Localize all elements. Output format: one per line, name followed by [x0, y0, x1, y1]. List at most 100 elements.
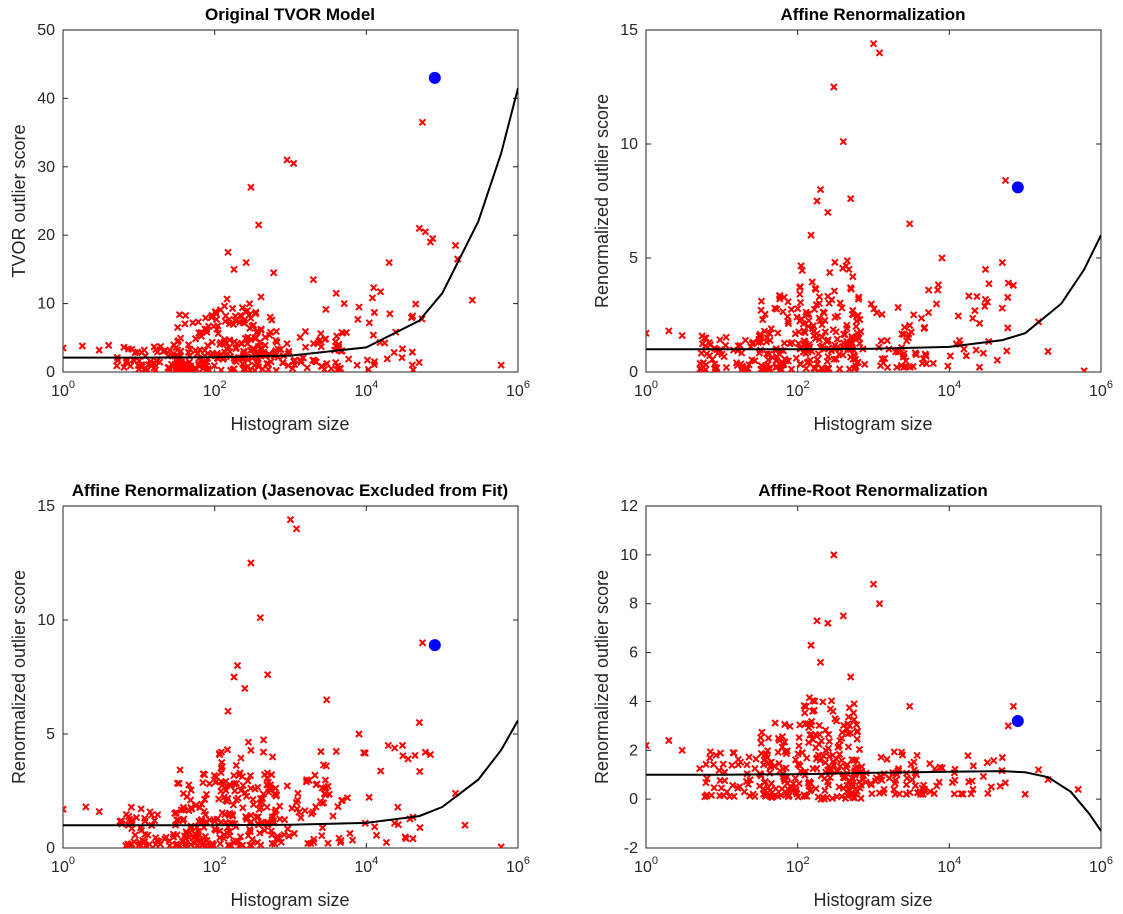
y-tick-label: 8: [629, 596, 638, 613]
outlier-marker: [762, 363, 771, 371]
outlier-marker: [407, 313, 416, 322]
outlier-marker: [984, 789, 992, 798]
outlier-marker: [218, 758, 226, 767]
outlier-marker: [202, 790, 211, 799]
x-tick-label: 106: [1089, 379, 1113, 400]
outlier-marker: [239, 318, 247, 327]
outlier-marker: [418, 639, 427, 647]
outlier-marker: [289, 159, 298, 168]
outlier-marker: [78, 342, 87, 350]
outlier-marker: [340, 299, 348, 308]
outlier-marker: [127, 803, 136, 811]
outlier-marker: [796, 317, 804, 325]
outlier-marker: [850, 715, 858, 724]
outlier-marker: [143, 366, 152, 372]
outlier-marker: [776, 295, 784, 303]
outlier-marker: [825, 752, 834, 761]
x-tick-exponent: 0: [69, 379, 75, 391]
outlier-marker: [222, 345, 231, 353]
outlier-marker: [968, 777, 976, 785]
outlier-marker: [283, 156, 291, 164]
outlier-marker: [853, 728, 862, 736]
outlier-marker: [156, 342, 165, 351]
panel-title: Affine Renormalization (Jasenovac Exclud…: [72, 481, 508, 500]
outlier-marker: [232, 837, 240, 845]
outlier-marker: [853, 735, 861, 743]
fit-curve: [63, 87, 518, 359]
outlier-marker: [364, 365, 373, 372]
outlier-marker: [125, 815, 134, 823]
outlier-marker: [173, 840, 181, 848]
outlier-marker: [195, 329, 203, 337]
outlier-marker: [247, 841, 255, 848]
outlier-marker: [699, 359, 708, 367]
outlier-marker: [318, 823, 327, 832]
outlier-marker: [177, 361, 186, 370]
outlier-marker: [280, 830, 288, 839]
outlier-marker: [302, 778, 311, 786]
outlier-marker: [1004, 324, 1012, 332]
outlier-marker: [801, 720, 810, 728]
outlier-marker: [252, 308, 260, 317]
outlier-marker: [248, 835, 256, 844]
highlight-point: [1011, 181, 1024, 194]
outlier-marker: [808, 707, 817, 716]
y-tick-label: 50: [37, 22, 55, 39]
outlier-marker: [271, 808, 279, 816]
outlier-marker: [979, 772, 988, 781]
outlier-marker: [267, 827, 275, 835]
outlier-marker: [900, 349, 908, 358]
outlier-marker: [166, 841, 174, 848]
outlier-marker: [810, 364, 818, 372]
outlier-marker: [774, 329, 782, 337]
outlier-marker: [737, 349, 746, 357]
outlier-marker: [327, 365, 336, 372]
plot-area: [646, 551, 1101, 832]
outlier-marker: [855, 745, 864, 754]
outlier-marker: [827, 697, 836, 705]
outlier-marker: [917, 314, 926, 322]
plot-frame: [645, 29, 1102, 373]
outlier-marker: [172, 808, 180, 817]
outlier-marker: [220, 302, 229, 310]
outlier-marker: [833, 335, 841, 343]
x-tick-exponent: 4: [955, 855, 961, 867]
x-tick-base: 10: [506, 383, 524, 400]
outlier-marker: [280, 815, 289, 824]
outlier-marker: [924, 286, 933, 294]
outlier-marker: [242, 258, 250, 267]
outlier-marker: [751, 357, 759, 365]
outlier-marker: [317, 747, 325, 756]
outlier-marker: [987, 783, 995, 791]
outlier-marker: [849, 311, 857, 319]
x-tick-exponent: 6: [524, 379, 530, 391]
x-tick-exponent: 6: [1107, 379, 1113, 391]
outlier-marker: [716, 336, 724, 344]
y-tick-label: 20: [37, 227, 55, 244]
outlier-marker: [249, 800, 258, 809]
plot-area: [63, 515, 518, 848]
outlier-marker: [902, 780, 911, 789]
outlier-marker: [807, 730, 816, 739]
outlier-marker: [232, 779, 241, 788]
outlier-marker: [141, 817, 149, 825]
outlier-marker: [421, 228, 430, 236]
outlier-marker: [728, 781, 737, 790]
outlier-marker: [291, 356, 299, 364]
outlier-marker: [824, 619, 832, 627]
outlier-marker: [63, 805, 67, 813]
outlier-marker: [712, 365, 720, 372]
outlier-marker: [252, 813, 261, 821]
outlier-marker: [117, 817, 126, 825]
outlier-marker: [795, 779, 803, 788]
outlier-marker: [985, 280, 993, 288]
outlier-marker: [256, 841, 265, 848]
outlier-marker: [230, 673, 238, 681]
outlier-marker: [376, 288, 385, 296]
outlier-marker: [292, 525, 301, 533]
outlier-marker: [497, 361, 505, 369]
panel-affine-root: Affine-Root Renormalization Histogram si…: [592, 481, 1113, 910]
outlier-marker: [216, 833, 224, 842]
outlier-marker: [243, 306, 252, 315]
outlier-marker: [266, 313, 274, 321]
